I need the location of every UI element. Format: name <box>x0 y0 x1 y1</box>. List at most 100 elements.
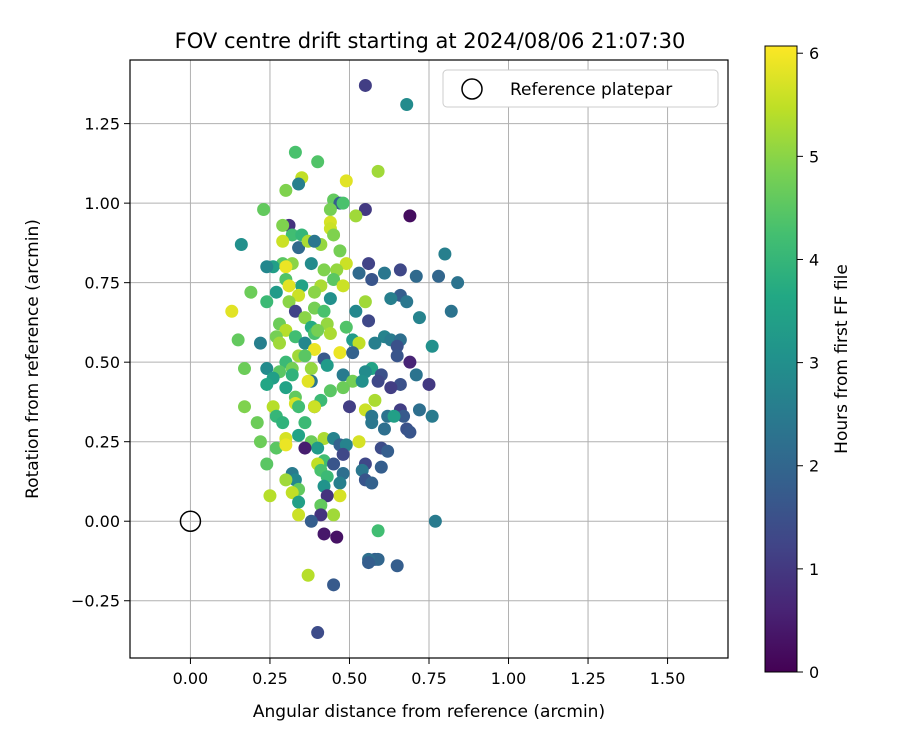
data-point <box>425 409 439 423</box>
data-point <box>276 416 290 430</box>
data-point <box>304 257 318 271</box>
data-point <box>225 304 239 318</box>
data-point <box>292 428 306 442</box>
data-point <box>362 556 376 570</box>
data-point <box>349 304 363 318</box>
colorbar-tick-label: 5 <box>809 147 819 166</box>
data-point <box>279 473 293 487</box>
data-point <box>362 314 376 328</box>
y-tick-label: 0.25 <box>84 433 120 452</box>
data-point <box>257 203 271 216</box>
data-point <box>323 327 337 341</box>
data-point <box>393 263 407 277</box>
colorbar-tick-label: 3 <box>809 354 819 373</box>
data-point <box>234 237 248 251</box>
colorbar-ticks: 0 1 2 3 4 5 6 <box>797 44 819 682</box>
data-point <box>336 368 350 382</box>
data-point <box>285 486 299 500</box>
x-tick-label: 0.50 <box>332 669 368 688</box>
data-point <box>311 155 325 169</box>
legend-entry: Reference platepar <box>510 80 672 100</box>
data-point <box>362 257 376 271</box>
data-point <box>279 381 293 395</box>
data-point <box>355 374 369 388</box>
data-point <box>336 447 350 461</box>
data-point <box>381 444 395 458</box>
data-point <box>307 400 321 414</box>
data-point <box>390 339 404 353</box>
data-point <box>317 432 331 446</box>
data-point <box>292 177 306 191</box>
colorbar-tick-label: 1 <box>809 560 819 579</box>
data-point <box>276 218 290 232</box>
data-point <box>311 626 325 640</box>
data-point <box>339 257 353 271</box>
data-point <box>365 476 379 490</box>
data-point <box>384 381 398 395</box>
x-tick-label: 0.75 <box>411 669 447 688</box>
data-point <box>368 393 382 407</box>
data-point <box>298 416 312 430</box>
data-point <box>438 247 452 261</box>
data-point <box>311 323 325 337</box>
data-point <box>273 336 286 350</box>
data-point <box>317 263 331 277</box>
data-point <box>377 266 391 280</box>
data-point <box>307 285 321 299</box>
data-point <box>260 362 274 376</box>
data-point <box>387 409 401 423</box>
data-point <box>276 234 290 248</box>
data-point <box>371 164 385 178</box>
data-point <box>323 292 337 306</box>
y-tick-label: 0.50 <box>84 353 120 372</box>
data-point <box>451 276 465 290</box>
data-point <box>288 304 302 318</box>
data-point <box>285 228 299 242</box>
data-point <box>358 203 372 216</box>
data-point <box>412 403 426 417</box>
data-point <box>314 508 328 522</box>
data-point <box>301 374 315 388</box>
data-point <box>333 244 347 258</box>
data-point <box>260 260 274 274</box>
data-point <box>336 381 350 395</box>
y-tick-label: 0.75 <box>84 274 120 293</box>
data-point <box>327 578 341 592</box>
colorbar-tick-label: 2 <box>809 457 819 476</box>
data-point <box>292 400 306 414</box>
data-point <box>317 304 331 318</box>
data-point <box>301 568 315 582</box>
data-point <box>400 98 414 112</box>
data-point <box>323 203 337 216</box>
x-tick-label: 0.25 <box>252 669 288 688</box>
data-point <box>292 241 306 255</box>
data-point <box>279 438 293 452</box>
colorbar-tick-label: 4 <box>809 250 819 269</box>
data-point <box>368 336 382 350</box>
x-tick-label: 1.25 <box>570 669 606 688</box>
data-points <box>225 78 465 640</box>
data-point <box>377 422 391 436</box>
data-point <box>282 295 296 309</box>
data-point <box>371 524 385 538</box>
y-tick-label: −0.25 <box>71 592 120 611</box>
y-tick-label: 1.25 <box>84 115 120 134</box>
data-point <box>311 441 325 455</box>
data-point <box>298 311 312 325</box>
data-point <box>400 295 414 309</box>
data-point <box>432 269 446 283</box>
y-tick-label: 0.00 <box>84 512 120 531</box>
data-point <box>384 292 398 306</box>
data-point <box>336 196 350 210</box>
data-point <box>330 530 344 544</box>
y-tick-label: 1.00 <box>84 194 120 213</box>
data-point <box>333 346 347 360</box>
data-point <box>253 336 267 350</box>
data-point <box>358 295 372 309</box>
data-point <box>333 476 347 490</box>
data-point <box>390 559 404 573</box>
data-point <box>244 285 258 299</box>
data-point <box>260 377 274 391</box>
data-point <box>397 409 411 423</box>
